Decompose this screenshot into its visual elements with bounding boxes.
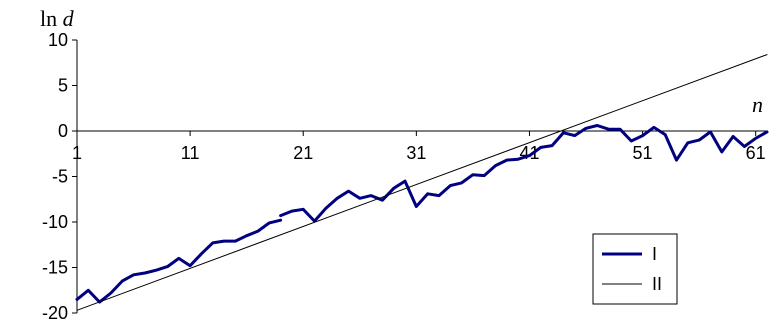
x-tick-label: 51 xyxy=(633,143,653,163)
y-tick-label: 0 xyxy=(58,121,68,141)
x-axis-label: n xyxy=(752,92,763,117)
y-tick-label: 5 xyxy=(58,76,68,96)
y-tick-label: -20 xyxy=(42,303,68,323)
y-axis-label: ln d xyxy=(40,6,75,31)
legend-label-i: I xyxy=(652,244,657,264)
y-tick-label: -15 xyxy=(42,258,68,278)
series-ii-line xyxy=(76,54,768,311)
y-tick-label: 10 xyxy=(48,30,68,50)
x-tick-label: 41 xyxy=(519,143,539,163)
x-ticks: 1 11 21 31 41 51 61 xyxy=(72,131,766,163)
legend-box xyxy=(592,233,678,305)
series-i-line-segment-1 xyxy=(75,218,283,304)
y-tick-label: -5 xyxy=(52,167,68,187)
legend: I II xyxy=(592,233,678,305)
y-axis-label-d: d xyxy=(57,6,75,31)
legend-label-ii: II xyxy=(652,274,662,294)
y-axis-label-ln: ln xyxy=(40,6,57,31)
y-tick-label: -10 xyxy=(42,212,68,232)
x-tick-label: 61 xyxy=(746,143,766,163)
x-tick-label: 21 xyxy=(293,143,313,163)
x-tick-label: 1 xyxy=(72,143,82,163)
x-tick-label: 31 xyxy=(406,143,426,163)
y-axis-label-text: ln d xyxy=(40,6,75,31)
series-i-line-segment-2 xyxy=(279,124,769,223)
x-tick-label: 11 xyxy=(181,143,200,163)
series-group xyxy=(75,54,769,311)
y-ticks: 10 5 0 -5 -10 -15 -20 xyxy=(42,30,77,323)
